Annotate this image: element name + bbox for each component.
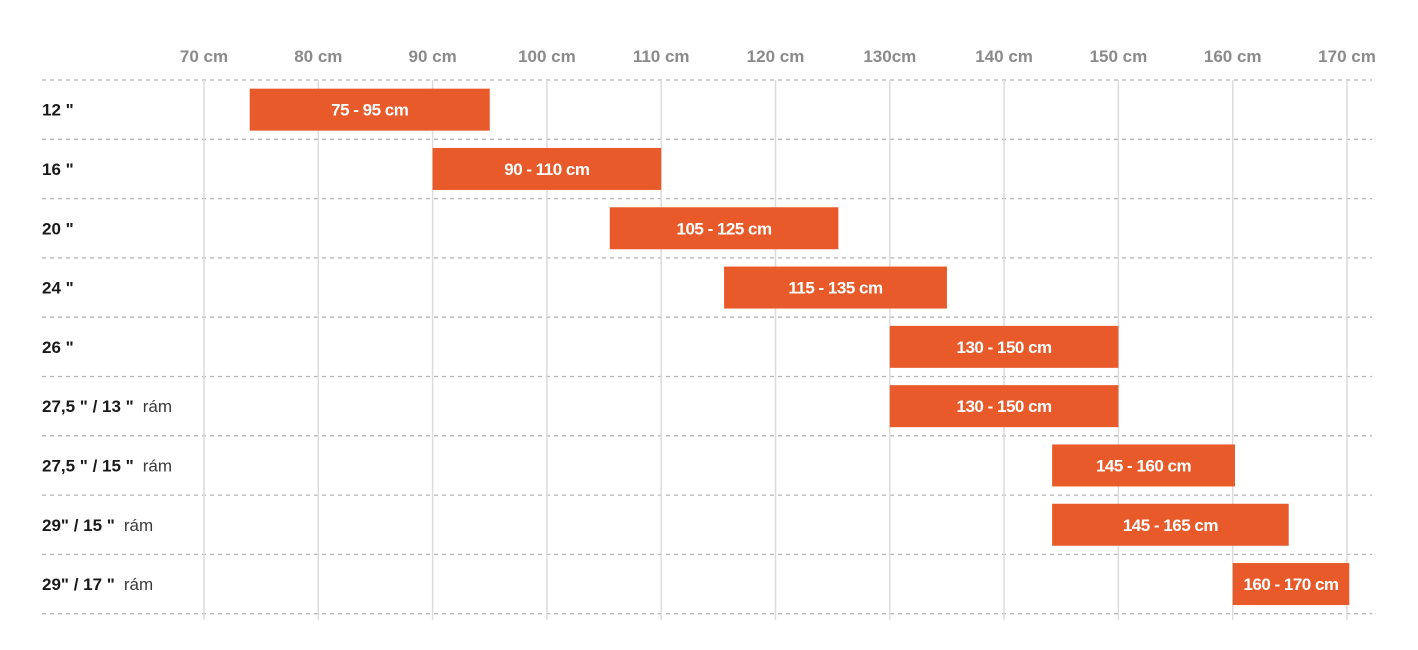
row-label: 16 " [42,160,74,179]
bar-value-label: 130 - 150 cm [957,338,1053,357]
range-bar [1052,444,1235,487]
row-label-suffix: rám [124,575,153,594]
x-tick-label: 120 cm [747,47,805,66]
bars: 75 - 95 cm 90 - 110 cm 105 - 125 cm 115 - 1… [249,88,1350,606]
range-bar [432,147,662,190]
x-tick-label: 140 cm [975,47,1033,66]
range-bar [249,88,490,131]
bar-value-label: 90 - 110 cm [504,160,590,179]
range-bar [1232,563,1350,606]
row-label: 27,5 " / 15 " [42,456,134,475]
bar-value-label: 130 - 150 cm [957,397,1053,416]
row-label-suffix: rám [143,397,172,416]
x-axis-ticks: 70 cm 80 cm 90 cm 100 cm 110 cm 120 cm 130cm 14… [180,47,1376,66]
x-tick-label: 70 cm [180,47,228,66]
row-label: 27,5 " / 13 " [42,397,134,416]
x-tick-label: 100 cm [518,47,576,66]
row-label-suffix: rám [124,516,153,535]
row-label: 24 " [42,279,74,298]
range-bar [724,266,947,309]
x-tick-label: 90 cm [408,47,456,66]
range-bar [889,385,1119,428]
row-label: 20 " [42,219,74,238]
bar-value-label: 145 - 165 cm [1123,516,1219,535]
x-tick-label: 110 cm [633,47,690,66]
row-label: 29" / 17 " [42,575,115,594]
x-tick-label: 80 cm [294,47,342,66]
x-tick-label: 150 cm [1090,47,1148,66]
range-bar [1052,503,1289,546]
grid-lines [42,79,1372,620]
row-label: 26 " [42,338,74,357]
bar-value-label: 115 - 135 cm [788,279,883,298]
range-bar [609,207,839,250]
row-label: 12 " [42,101,74,120]
row-labels: 12 " 16 " 20 " 24 " 26 " 27,5 " / 13 " rám 27,5… [42,101,172,594]
x-tick-label: 160 cm [1204,47,1262,66]
row-label-suffix: rám [143,456,172,475]
range-bar [889,325,1119,368]
x-tick-label: 130cm [863,47,916,66]
bar-value-label: 145 - 160 cm [1096,456,1192,475]
row-label: 29" / 15 " [42,516,115,535]
bar-value-label: 75 - 95 cm [331,101,409,120]
bar-value-label: 160 - 170 cm [1243,575,1339,594]
bar-value-label: 105 - 125 cm [676,219,772,238]
x-tick-label: 170 cm [1318,47,1376,66]
